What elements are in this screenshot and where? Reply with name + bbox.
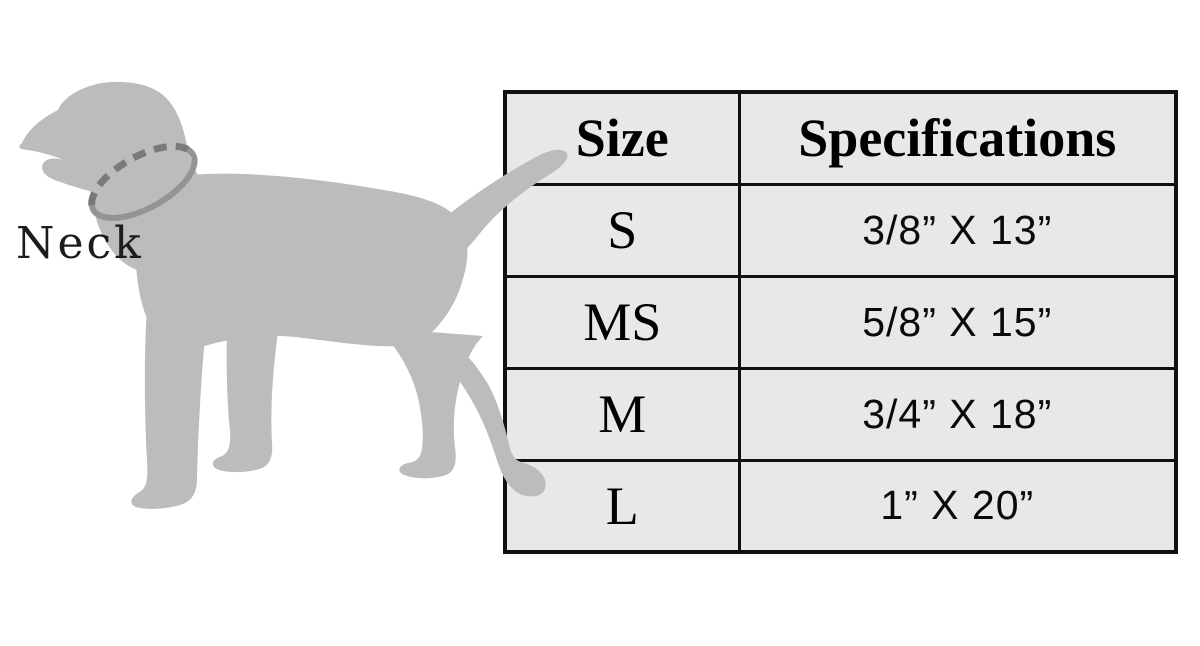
dog-front-leg [131,295,211,509]
spec-value: 3/4” X 18” [737,366,1178,462]
table-row: MS 5/8” X 15” [503,274,1178,370]
dog-hind-leg [378,328,483,479]
spec-value: 3/8” X 13” [737,182,1178,278]
column-header-specifications: Specifications [737,90,1178,186]
neck-label: Neck [16,218,144,269]
column-header-size: Size [503,90,741,186]
spec-value: 1” X 20” [737,458,1178,554]
size-value: MS [503,274,741,370]
size-value: L [503,458,741,554]
dog-silhouette [19,81,568,509]
size-value: M [503,366,741,462]
spec-value: 5/8” X 15” [737,274,1178,370]
size-value: S [503,182,741,278]
collar-dashed-arc [88,142,190,206]
table-row: S 3/8” X 13” [503,182,1178,278]
dog-front-leg-far [212,305,278,473]
dog-body [135,173,468,347]
table-header-row: Size Specifications [503,90,1178,186]
table-row: L 1” X 20” [503,458,1178,554]
size-table: Size Specifications S 3/8” X 13” MS 5/8”… [503,90,1178,554]
table-row: M 3/4” X 18” [503,366,1178,462]
